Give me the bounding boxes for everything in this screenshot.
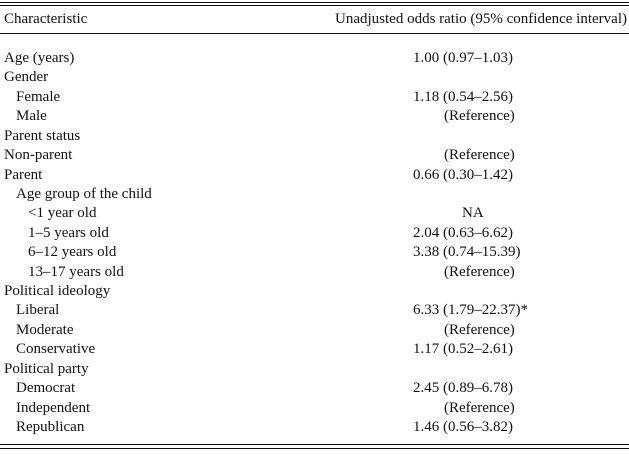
row-label: Parent status	[4, 127, 81, 144]
row-value: 3.38 (0.74–15.39)	[413, 244, 521, 261]
row-value: 6.33 (1.79–22.37)*	[413, 302, 528, 319]
row-value: 1.46 (0.56–3.82)	[413, 418, 513, 435]
row-value: 1.17 (0.52–2.61)	[413, 341, 513, 358]
row-value: (Reference)	[444, 399, 515, 416]
row-value: 0.66 (0.30–1.42)	[413, 166, 513, 183]
row-label: Female	[16, 88, 61, 105]
row-value: 2.45 (0.89–6.78)	[413, 380, 513, 397]
header-cell: Unadjusted odds ratio (95% confidence in…	[335, 11, 627, 27]
row-value: (Reference)	[444, 263, 515, 280]
header-rule	[0, 33, 629, 34]
top-rule	[0, 5, 629, 6]
row-label: 1–5 years old	[28, 224, 109, 241]
top-rule	[0, 2, 629, 3]
row-label: Age (years)	[4, 50, 75, 66]
row-value: 2.04 (0.63–6.62)	[413, 224, 513, 241]
bottom-rule	[0, 444, 629, 445]
row-value: (Reference)	[444, 321, 515, 338]
row-label: Political ideology	[4, 283, 111, 300]
row-value: (Reference)	[444, 147, 515, 164]
row-label: Republican	[16, 418, 85, 435]
row-value: 1.18 (0.54–2.56)	[413, 88, 513, 105]
row-label: Non-parent	[4, 147, 73, 164]
row-label: Independent	[16, 399, 91, 416]
row-value: 1.00 (0.97–1.03)	[413, 50, 513, 66]
row-value: NA	[462, 205, 484, 222]
row-label: Gender	[4, 69, 49, 86]
row-label: Age group of the child	[16, 185, 152, 202]
row-label: <1 year old	[28, 205, 97, 222]
row-value: (Reference)	[444, 108, 515, 125]
row-label: Political party	[4, 360, 89, 377]
row-label: 6–12 years old	[28, 244, 117, 261]
header-cell: Characteristic	[4, 11, 88, 27]
row-label: Liberal	[16, 302, 60, 319]
row-label: Moderate	[16, 321, 74, 338]
row-label: 13–17 years old	[28, 263, 124, 280]
row-label: Conservative	[16, 341, 96, 358]
bottom-rule	[0, 448, 629, 449]
row-label: Male	[16, 108, 47, 125]
row-label: Democrat	[16, 380, 76, 397]
row-label: Parent	[4, 166, 43, 183]
